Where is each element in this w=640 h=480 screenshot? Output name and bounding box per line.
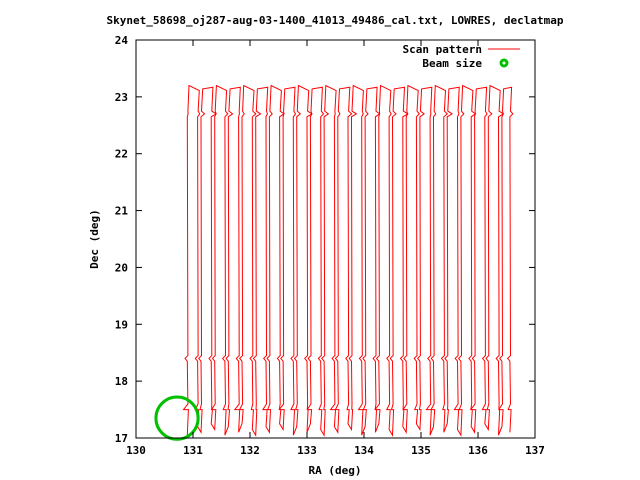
beam-size-circle <box>154 395 200 441</box>
y-tick-label: 24 <box>115 34 129 47</box>
chart-title: Skynet_58698_oj287-aug-03-1400_41013_494… <box>107 14 564 27</box>
x-axis-label: RA (deg) <box>309 464 362 477</box>
y-axis-label: Dec (deg) <box>88 209 101 269</box>
x-tick-label: 134 <box>354 444 374 457</box>
plot-border <box>135 39 536 439</box>
legend: Scan pattern Beam size <box>403 43 520 70</box>
x-tick-label: 131 <box>183 444 203 457</box>
x-tick-label: 136 <box>468 444 488 457</box>
y-tick-label: 23 <box>115 91 128 104</box>
scan-pattern-line <box>182 84 514 437</box>
x-tick-label: 132 <box>240 444 260 457</box>
x-tick-label: 137 <box>525 444 545 457</box>
legend-label-scan-pattern: Scan pattern <box>403 43 482 56</box>
y-tick-label: 17 <box>115 432 128 445</box>
plot-area <box>154 84 514 441</box>
legend-swatch-beam-size <box>499 58 509 68</box>
x-axis: 130 131 132 133 134 135 136 137 <box>126 40 545 457</box>
y-tick-label: 19 <box>115 318 128 331</box>
y-tick-label: 21 <box>115 205 129 218</box>
x-tick-label: 135 <box>411 444 431 457</box>
y-tick-label: 18 <box>115 375 128 388</box>
x-tick-label: 130 <box>126 444 146 457</box>
x-tick-label: 133 <box>297 444 317 457</box>
y-tick-label: 22 <box>115 148 128 161</box>
y-tick-label: 20 <box>115 261 128 274</box>
y-axis: 17 18 19 20 21 22 23 24 <box>115 34 535 445</box>
legend-label-beam-size: Beam size <box>422 57 482 70</box>
